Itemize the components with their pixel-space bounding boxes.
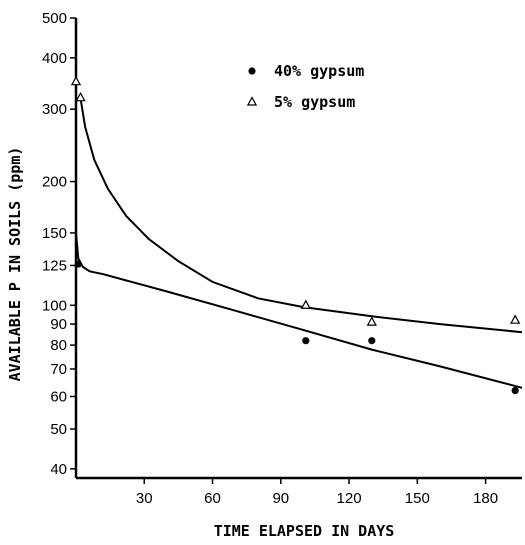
legend-label: 5% gypsum (274, 93, 355, 111)
y-tick-label: 80 (50, 337, 67, 354)
y-axis-label: AVAILABLE P IN SOILS (ppm) (6, 147, 24, 382)
data-point-triangle (75, 91, 86, 102)
x-tick-label: 90 (272, 490, 289, 507)
y-tick-label: 400 (42, 50, 67, 67)
axes (74, 18, 522, 480)
x-tick-label: 180 (473, 490, 498, 507)
data-point-triangle (300, 299, 311, 309)
x-tick-label: 60 (204, 490, 221, 507)
x-tick-label: 120 (337, 490, 362, 507)
data-point-circle (302, 337, 310, 345)
y-tick-label: 100 (42, 297, 67, 314)
legend: 40% gypsum 5% gypsum (246, 62, 364, 111)
y-tick-label: 500 (42, 10, 67, 27)
y-ticks: 40 50 60 70 80 90 100 125 150 200 300 400 500 (42, 10, 76, 478)
legend-label: 40% gypsum (274, 62, 364, 80)
data-point-circle (248, 67, 256, 75)
y-tick-label: 50 (50, 421, 67, 438)
data-point-circle (368, 337, 376, 345)
data-point-triangle (246, 96, 258, 106)
data-point-circle (511, 387, 519, 395)
fit-curves (75, 98, 523, 389)
y-tick-label: 60 (50, 388, 67, 405)
y-tick-label: 125 (42, 257, 67, 274)
y-tick-label: 40 (50, 461, 67, 478)
x-tick-label: 150 (405, 490, 430, 507)
data-point-triangle (70, 75, 82, 86)
y-tick-label: 70 (50, 361, 67, 378)
data-point-triangle (366, 316, 377, 326)
y-tick-label: 90 (50, 316, 67, 333)
y-tick-label: 150 (42, 225, 67, 242)
x-ticks: 30 60 90 120 150 180 (136, 478, 498, 507)
data-point-circle (74, 260, 82, 268)
y-tick-label: 200 (42, 174, 67, 191)
fit-curve (75, 232, 523, 389)
data-points (70, 75, 521, 395)
x-tick-label: 30 (136, 490, 153, 507)
fit-curve (79, 98, 523, 334)
x-axis-label: TIME ELAPSED IN DAYS (214, 522, 395, 540)
data-point-triangle (510, 314, 521, 324)
y-tick-label: 300 (42, 101, 67, 118)
